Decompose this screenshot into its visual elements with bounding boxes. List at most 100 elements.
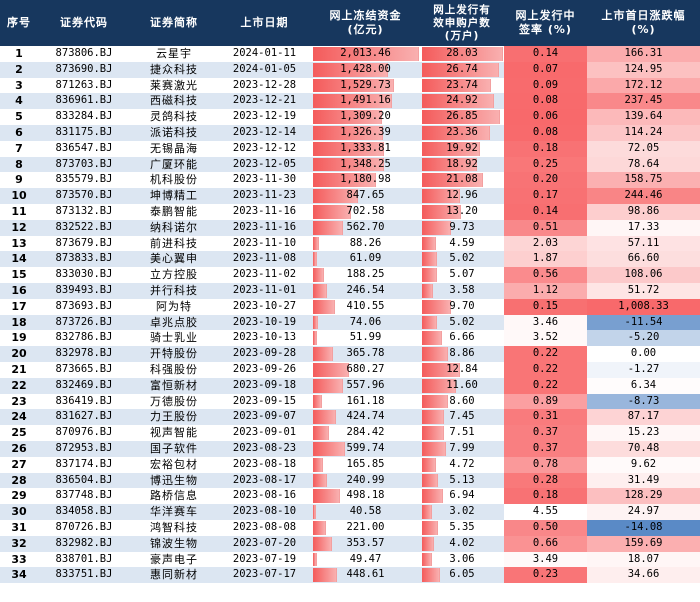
frozen-funds-bar xyxy=(313,457,323,472)
accounts-bar xyxy=(422,410,445,425)
lottery-rate: 0.06 xyxy=(504,109,587,125)
accounts-bar xyxy=(422,299,451,314)
listing-date: 2023-12-28 xyxy=(232,78,297,91)
frozen-funds-bar xyxy=(313,110,383,124)
accounts-bar xyxy=(422,568,441,583)
accounts-value: 8.60 xyxy=(449,394,475,407)
security-name: 万德股份 xyxy=(150,394,198,408)
accounts-cell: 3.58 xyxy=(420,283,504,299)
frozen-funds-bar xyxy=(313,378,344,393)
lottery-rate: 3.49 xyxy=(504,551,587,568)
row-index: 30 xyxy=(11,505,27,519)
frozen-funds-cell: 49.47 xyxy=(311,552,420,568)
security-name: 前进科技 xyxy=(150,236,198,250)
table-row: 20 832978.BJ 开特股份 2023-09-28 365.78 8.86 0.22 0… xyxy=(0,346,700,362)
accounts-value: 3.58 xyxy=(449,284,475,296)
accounts-bar xyxy=(422,62,500,77)
first-day-change: 57.11 xyxy=(587,235,700,252)
security-name: 美心翼申 xyxy=(150,252,198,266)
header-date: 上市日期 xyxy=(240,16,289,29)
security-name: 骑士乳业 xyxy=(150,331,198,345)
row-index: 17 xyxy=(11,299,27,313)
listing-date: 2023-08-17 xyxy=(232,473,297,486)
accounts-cell: 7.45 xyxy=(420,409,504,425)
frozen-funds-cell: 1,491.16 xyxy=(311,93,420,109)
frozen-funds-bar xyxy=(313,47,419,61)
frozen-funds-bar xyxy=(313,252,318,267)
lottery-rate: 0.51 xyxy=(504,219,587,236)
table-row: 11 873132.BJ 泰鹏智能 2023-11-16 702.58 13.20 0.14… xyxy=(0,204,700,220)
listing-date: 2023-09-28 xyxy=(232,347,297,360)
lottery-rate: 0.56 xyxy=(504,267,587,283)
accounts-cell: 4.72 xyxy=(420,457,504,473)
first-day-change: 1,008.33 xyxy=(587,298,700,315)
listing-date: 2023-09-07 xyxy=(232,410,297,423)
frozen-funds-value: 74.06 xyxy=(349,315,382,328)
security-code: 832982.BJ xyxy=(55,536,113,549)
listing-date: 2023-08-08 xyxy=(232,521,297,533)
accounts-value: 6.66 xyxy=(449,331,475,344)
accounts-bar xyxy=(422,236,437,251)
lottery-rate: 4.55 xyxy=(504,504,587,520)
first-day-change: 24.97 xyxy=(587,504,700,520)
accounts-value: 7.51 xyxy=(449,426,475,439)
frozen-funds-value: 51.99 xyxy=(349,331,382,344)
frozen-funds-value: 246.54 xyxy=(346,284,385,296)
header-idx: 序号 xyxy=(7,16,31,29)
accounts-bar xyxy=(422,220,451,235)
security-name: 科强股份 xyxy=(150,363,198,376)
accounts-bar xyxy=(422,363,460,377)
frozen-funds-bar xyxy=(313,394,323,409)
frozen-funds-cell: 40.58 xyxy=(311,504,420,520)
listing-date: 2023-12-21 xyxy=(232,94,297,107)
security-code: 873806.BJ xyxy=(55,47,113,59)
frozen-funds-cell: 557.96 xyxy=(311,378,420,394)
table-header: 序号 证券代码 证券简称 上市日期 网上冻结资金 (亿元) 网上发行有 效申购户数(… xyxy=(0,0,700,46)
frozen-funds-cell: 702.58 xyxy=(311,204,420,220)
security-code: 839493.BJ xyxy=(55,284,113,296)
frozen-funds-bar xyxy=(313,126,384,140)
lottery-rate: 0.28 xyxy=(504,472,587,489)
row-index: 22 xyxy=(11,378,27,392)
lottery-rate: 0.89 xyxy=(504,393,587,410)
accounts-cell: 4.02 xyxy=(420,536,504,552)
table-row: 23 836419.BJ 万德股份 2023-09-15 161.18 8.60 0.89-… xyxy=(0,393,700,410)
row-index: 15 xyxy=(11,268,27,282)
accounts-cell: 5.02 xyxy=(420,315,504,331)
accounts-cell: 18.92 xyxy=(420,157,504,173)
frozen-funds-cell: 448.61 xyxy=(311,567,420,583)
frozen-funds-value: 448.61 xyxy=(346,568,385,581)
accounts-bar xyxy=(422,126,490,140)
frozen-funds-value: 1,309.20 xyxy=(340,110,391,123)
security-name: 莱赛激光 xyxy=(150,78,198,92)
first-day-change: 78.64 xyxy=(587,156,700,173)
first-day-change: 139.64 xyxy=(587,109,700,125)
first-day-change: 9.62 xyxy=(587,456,700,473)
frozen-funds-cell: 2,013.46 xyxy=(311,46,420,62)
accounts-value: 3.06 xyxy=(449,552,475,565)
first-day-change: -14.08 xyxy=(587,520,700,536)
listing-date: 2023-09-15 xyxy=(232,394,297,407)
listing-date: 2023-09-01 xyxy=(232,426,297,439)
frozen-funds-cell: 1,428.00 xyxy=(311,62,420,78)
listing-date: 2023-12-14 xyxy=(232,126,297,138)
accounts-cell: 5.07 xyxy=(420,267,504,283)
frozen-funds-value: 161.18 xyxy=(346,394,385,407)
frozen-funds-cell: 165.85 xyxy=(311,457,420,473)
accounts-bar xyxy=(422,457,437,472)
frozen-funds-cell: 424.74 xyxy=(311,409,420,425)
frozen-funds-cell: 284.42 xyxy=(311,425,420,441)
security-code: 873679.BJ xyxy=(55,236,113,249)
accounts-value: 5.13 xyxy=(449,473,475,486)
table-row: 6 831175.BJ 派诺科技 2023-12-14 1,326.39 23.36 0.0… xyxy=(0,125,700,141)
accounts-bar xyxy=(422,157,477,172)
row-index: 5 xyxy=(15,110,23,124)
security-code: 873690.BJ xyxy=(55,62,113,75)
frozen-funds-cell: 1,326.39 xyxy=(311,125,420,141)
frozen-funds-bar xyxy=(313,62,389,77)
frozen-funds-cell: 599.74 xyxy=(311,441,420,457)
frozen-funds-bar xyxy=(313,363,350,377)
header-name: 证券简称 xyxy=(150,16,198,29)
lottery-rate: 0.14 xyxy=(504,204,587,220)
frozen-funds-cell: 246.54 xyxy=(311,283,420,299)
